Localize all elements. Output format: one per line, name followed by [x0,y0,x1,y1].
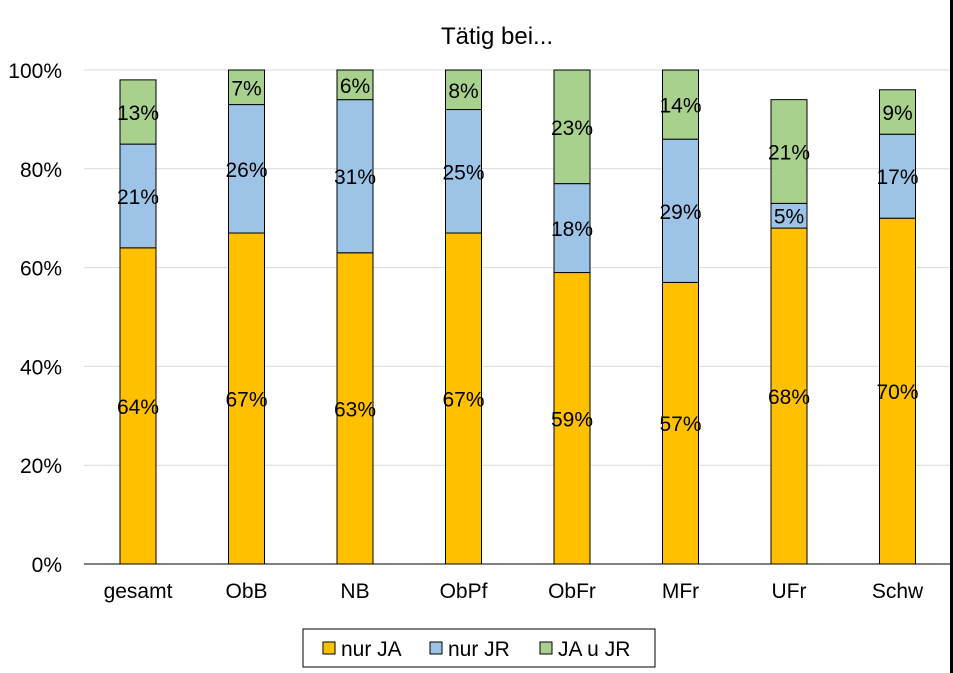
bar-segment [445,232,482,565]
bar-segment [445,69,482,111]
bar-segment [119,143,157,249]
right-border [950,0,953,673]
bar-segment [879,217,916,565]
legend-swatch [429,641,443,655]
legend-label: JA u JR [558,638,630,661]
x-axis-ticks: gesamt ObB NB ObPf ObFr MFr UFr Schw [104,580,924,603]
data-label: 21% [117,186,159,209]
data-label: 63% [334,398,376,421]
data-label: 5% [774,206,804,229]
bar-segment [119,79,157,145]
data-label: 59% [551,408,593,431]
data-label: 64% [117,396,159,419]
bar-segment [553,183,591,274]
legend-swatch [539,641,553,655]
bar-segment [336,252,374,565]
data-labels: 64% 21% 13% 67% 26% 7% 63% 31% 6% 67% 25% 8% 59% 18% 2… [117,75,919,436]
x-tick-label: gesamt [104,580,173,603]
data-label: 67% [225,389,267,412]
data-label: 29% [659,201,701,224]
data-label: 13% [117,102,159,125]
y-tick-label: 60% [20,258,62,281]
legend-swatch [322,641,336,655]
y-axis-ticks: 0% 20% 40% 60% 80% 100% [8,60,62,577]
bar-segment [553,69,591,185]
data-label: 21% [768,142,810,165]
data-label: 70% [876,381,918,404]
bar-segment [553,272,591,565]
legend-label: nur JA [341,638,402,661]
bar-segment [770,99,808,204]
data-label: 67% [442,389,484,412]
x-tick-label: ObPf [440,580,488,603]
x-tick-label: NB [340,580,369,603]
x-tick-label: ObB [225,580,267,603]
bar-segment [770,202,808,229]
bar-segment [119,247,157,565]
chart-title: Tätig bei... [441,23,553,50]
bar-segment [228,69,265,106]
data-label: 17% [876,166,918,189]
bars [119,69,916,565]
x-tick-label: MFr [662,580,699,603]
y-tick-label: 40% [20,356,62,379]
data-label: 18% [551,218,593,241]
data-label: 26% [225,159,267,182]
legend: nur JA nur JR JA u JR [302,628,656,668]
data-label: 6% [340,75,370,98]
gridlines [84,69,950,466]
bar-segment [336,99,374,254]
bar-segment [662,138,699,283]
bar-segment [770,227,808,565]
x-tick-label: ObFr [548,580,596,603]
bar-segment [662,281,699,565]
data-label: 31% [334,166,376,189]
data-label: 23% [551,117,593,140]
data-label: 68% [768,386,810,409]
data-label: 7% [231,77,261,100]
y-tick-label: 20% [20,455,62,478]
legend-label: nur JR [448,638,510,661]
y-tick-label: 0% [32,554,62,577]
data-label: 14% [659,95,701,118]
y-tick-label: 80% [20,159,62,182]
legend-box [302,628,656,668]
x-tick-label: Schw [872,580,924,603]
data-label: 57% [659,413,701,436]
data-label: 8% [448,80,478,103]
y-tick-label: 100% [8,60,62,83]
x-tick-label: UFr [772,580,807,603]
data-label: 25% [442,161,484,184]
data-label: 9% [882,102,912,125]
bar-segment [336,69,374,101]
bar-segment [879,133,916,219]
bar-segment [662,69,699,140]
bar-segment [879,89,916,135]
